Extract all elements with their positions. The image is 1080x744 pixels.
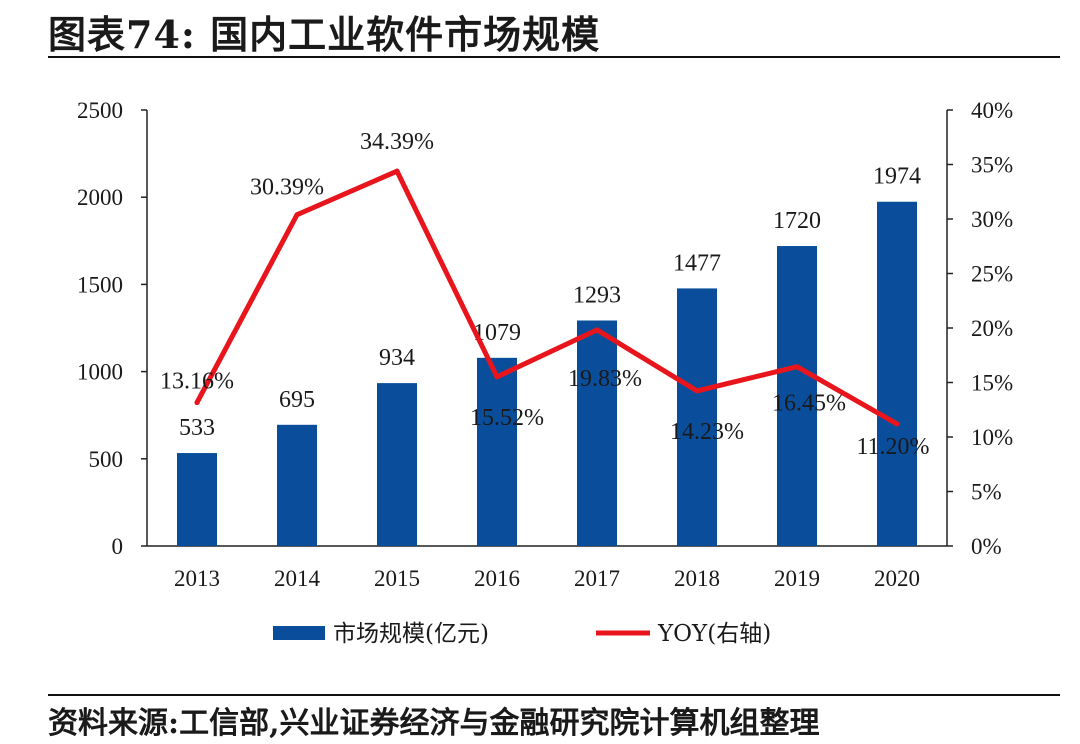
yoy-value-label: 15.52% xyxy=(470,405,544,431)
yoy-value-label: 19.83% xyxy=(568,366,642,392)
right-tick-label: 10% xyxy=(971,425,1013,450)
right-tick-label: 35% xyxy=(971,153,1013,178)
x-tick-label: 2020 xyxy=(874,566,920,591)
left-tick-label: 1000 xyxy=(77,360,123,385)
x-tick-label: 2013 xyxy=(174,566,220,591)
legend-line-label: YOY(右轴) xyxy=(657,621,771,647)
yoy-point xyxy=(694,388,700,394)
bar xyxy=(377,383,417,546)
yoy-value-label: 16.45% xyxy=(772,391,846,417)
bar xyxy=(877,201,917,546)
bar xyxy=(177,453,217,546)
left-tick-label: 500 xyxy=(89,447,124,472)
x-tick-label: 2015 xyxy=(374,566,420,591)
yoy-point xyxy=(194,400,200,406)
bar xyxy=(277,424,317,546)
yoy-point xyxy=(494,374,500,380)
left-tick-label: 1500 xyxy=(77,272,123,297)
yoy-value-label: 11.20% xyxy=(856,434,929,460)
right-tick-label: 25% xyxy=(971,262,1013,287)
bar xyxy=(677,288,717,546)
source-note: 资料来源:工信部,兴业证券经济与金融研究院计算机组整理 xyxy=(48,706,820,741)
right-tick-label: 5% xyxy=(971,480,1002,505)
yoy-value-label: 14.23% xyxy=(670,419,744,445)
combo-chart: 0 500 1000 1500 2000 2500 0% 5% 10% 15% 20% 25% 30% 3… xyxy=(77,98,1013,647)
bar-value-label: 533 xyxy=(179,415,215,441)
yoy-point xyxy=(794,364,800,370)
yoy-line xyxy=(194,168,900,427)
x-tick-label: 2016 xyxy=(474,566,520,591)
source-rule xyxy=(48,694,1060,696)
yoy-value-label: 34.39% xyxy=(360,129,434,155)
x-tick-label: 2017 xyxy=(574,566,620,591)
bar xyxy=(777,246,817,547)
left-tick-label: 0 xyxy=(112,534,124,559)
bar-value-label: 1293 xyxy=(573,283,621,309)
left-tick-label: 2000 xyxy=(77,185,123,210)
bar-value-label: 695 xyxy=(279,387,315,413)
left-tick-label: 2500 xyxy=(77,98,123,123)
right-tick-label: 30% xyxy=(971,207,1013,232)
bar-value-label: 934 xyxy=(379,345,415,371)
yoy-value-label: 30.39% xyxy=(250,175,324,201)
x-tick-label: 2019 xyxy=(774,566,820,591)
legend-bar-label: 市场规模(亿元) xyxy=(333,621,489,647)
yoy-point xyxy=(594,327,600,333)
right-tick-label: 15% xyxy=(971,371,1013,396)
yoy-point xyxy=(394,168,400,174)
right-tick-label: 0% xyxy=(971,534,1002,559)
x-tick-label: 2018 xyxy=(674,566,720,591)
title-rule xyxy=(48,56,1060,58)
x-tick-label: 2014 xyxy=(274,566,321,591)
right-tick-label: 40% xyxy=(971,98,1013,123)
bar xyxy=(577,320,617,546)
yoy-value-label: 13.16% xyxy=(160,369,234,395)
right-tick-label: 20% xyxy=(971,316,1013,341)
bar-value-label: 1720 xyxy=(773,208,821,234)
bar-value-label: 1477 xyxy=(673,250,721,276)
bar xyxy=(477,357,517,546)
legend-bar-swatch xyxy=(273,626,325,640)
yoy-point xyxy=(294,212,300,218)
yoy-point xyxy=(894,421,900,427)
figure-title: 图表74: 国内工业软件市场规模 xyxy=(48,12,601,57)
bar-value-label: 1974 xyxy=(873,164,921,190)
